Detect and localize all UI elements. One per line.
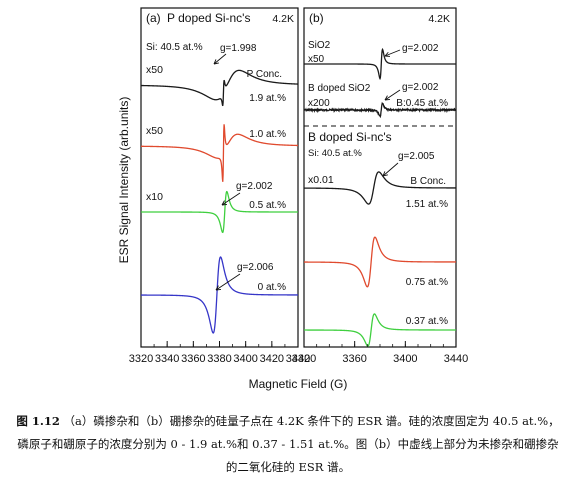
panel-b-x-tick-label: 3320 bbox=[292, 353, 316, 365]
panel-a-g-label-2: g=2.002 bbox=[236, 181, 273, 192]
panel-b-traces: SiO2 x50 g=2.002 B doped SiO2 x200 g=2.002 B:0… bbox=[303, 40, 457, 347]
panel-a-x-tick-label: 3360 bbox=[181, 353, 205, 365]
panel-a-label: (a) bbox=[146, 11, 161, 25]
panel-b-bsio2-g: g=2.002 bbox=[402, 82, 439, 93]
panel-a-conc-label: 0.5 at.% bbox=[249, 200, 286, 211]
panel-b-upper-trace-1 bbox=[303, 101, 457, 119]
panel-a-p-conc-header: P Conc. bbox=[247, 69, 282, 80]
panel-a-x-ticks: 3320 3340 3360 3380 3400 3420 3440 bbox=[129, 341, 310, 365]
panel-a-x-tick-label: 3340 bbox=[155, 353, 179, 365]
panel-b-x-tick-label: 3440 bbox=[444, 353, 468, 365]
panel-b-b-conc-header: B Conc. bbox=[410, 176, 446, 187]
panel-b-label: (b) bbox=[309, 11, 324, 25]
panel-a-scale-label: x50 bbox=[146, 64, 163, 76]
panel-b-x-ticks: 3320 3360 3400 3440 bbox=[292, 341, 468, 365]
panel-a-trace-0 bbox=[140, 69, 299, 107]
panel-a-temperature: 4.2K bbox=[272, 13, 294, 25]
panel-b-trace-1 bbox=[304, 236, 456, 288]
panel-b-trace-0 bbox=[304, 171, 456, 205]
panel-b-upper-trace-0 bbox=[304, 47, 456, 81]
panel-a-g-arrow-2-head bbox=[221, 200, 228, 206]
panel-a: (a) P doped Si-nc's 4.2K Si: 40.5 at.% P… bbox=[129, 7, 310, 365]
panel-b-g-arrow-0 bbox=[382, 162, 399, 177]
panel-b-temperature: 4.2K bbox=[428, 13, 450, 25]
panel-b-bsio2-g-arrow-head bbox=[384, 95, 391, 101]
panel-a-scale-label: x50 bbox=[146, 125, 163, 137]
panel-b-bsio2-scale: x200 bbox=[308, 98, 330, 109]
panel-a-scale-label: x10 bbox=[146, 191, 163, 203]
panel-b-heading: B doped Si-nc's bbox=[308, 130, 392, 144]
panel-b-x-tick-label: 3360 bbox=[342, 353, 366, 365]
panel-a-heading: P doped Si-nc's bbox=[167, 11, 250, 25]
panel-b-conc-label: 0.37 at.% bbox=[406, 316, 448, 327]
panel-b-bsio2-g-arrow bbox=[384, 89, 401, 101]
panel-a-x-tick-label: 3440 bbox=[286, 353, 310, 365]
panel-a-g-arrow-3 bbox=[215, 273, 241, 291]
panel-a-g-label-0: g=1.998 bbox=[220, 43, 257, 54]
caption-text: （a）磷掺杂和（b）硼掺杂的硅量子点在 4.2K 条件下的 ESR 谱。硅的浓度… bbox=[17, 414, 560, 474]
panel-a-title: (a) P doped Si-nc's bbox=[146, 11, 250, 25]
panel-a-si-conc: Si: 40.5 at.% bbox=[146, 42, 203, 53]
panel-a-trace-1 bbox=[141, 124, 298, 182]
panel-a-g-arrow-3-head bbox=[215, 285, 222, 291]
x-axis-label: Magnetic Field (G) bbox=[249, 377, 348, 391]
panel-a-conc-label: 1.0 at.% bbox=[249, 129, 286, 140]
panel-b-sio2-scale: x50 bbox=[308, 54, 325, 65]
y-axis-label: ESR Signal Intensity (arb.units) bbox=[117, 97, 131, 264]
panel-a-x-tick-label: 3380 bbox=[207, 353, 231, 365]
panel-a-g-arrow-2 bbox=[221, 192, 241, 206]
panel-b-g-label-0: g=2.005 bbox=[398, 151, 435, 162]
panel-b-si-conc: Si: 40.5 at.% bbox=[308, 148, 362, 159]
panel-b-bsio2-conc: B:0.45 at.% bbox=[396, 98, 448, 109]
figure-caption: 图 1.12 （a）磷掺杂和（b）硼掺杂的硅量子点在 4.2K 条件下的 ESR… bbox=[14, 410, 562, 479]
panel-b-scale-label: x0.01 bbox=[308, 174, 334, 186]
panel-b-sio2-g-arrow bbox=[384, 49, 401, 57]
panel-a-trace-3 bbox=[141, 256, 298, 334]
panel-a-g-arrow-0-head bbox=[213, 59, 219, 65]
panel-b-conc-label: 0.75 at.% bbox=[406, 277, 448, 288]
panel-b-g-arrow-0-head bbox=[382, 171, 388, 177]
esr-figure: ESR Signal Intensity (arb.units) (a) P d… bbox=[117, 7, 468, 391]
panel-a-g-label-3: g=2.006 bbox=[237, 262, 274, 273]
panel-b-sio2-g-arrow-head bbox=[384, 51, 391, 57]
panel-a-x-tick-label: 3320 bbox=[129, 353, 153, 365]
panel-a-x-tick-label: 3420 bbox=[260, 353, 284, 365]
caption-label: 图 1.12 bbox=[16, 414, 60, 428]
panel-a-traces: x50 1.9 at.% x50 1.0 at.% x10 0.5 at.% 0 at.% g… bbox=[140, 43, 299, 334]
panel-b-sio2-g: g=2.002 bbox=[402, 43, 439, 54]
panel-b-conc-label: 1.51 at.% bbox=[406, 199, 448, 210]
panel-a-g-arrow-0 bbox=[213, 53, 227, 65]
panel-b-bsio2-label: B doped SiO2 bbox=[308, 83, 371, 94]
panel-a-x-tick-label: 3400 bbox=[233, 353, 257, 365]
panel-a-conc-label: 1.9 at.% bbox=[249, 93, 286, 104]
panel-a-conc-label: 0 at.% bbox=[258, 282, 286, 293]
panel-b-x-tick-label: 3400 bbox=[393, 353, 417, 365]
panel-b-trace-2 bbox=[304, 313, 457, 347]
panel-b: (b) 4.2K B doped Si-nc's Si: 40.5 at.% B… bbox=[292, 7, 468, 365]
panel-a-trace-2 bbox=[141, 190, 298, 234]
panel-b-sio2-label: SiO2 bbox=[308, 40, 331, 51]
